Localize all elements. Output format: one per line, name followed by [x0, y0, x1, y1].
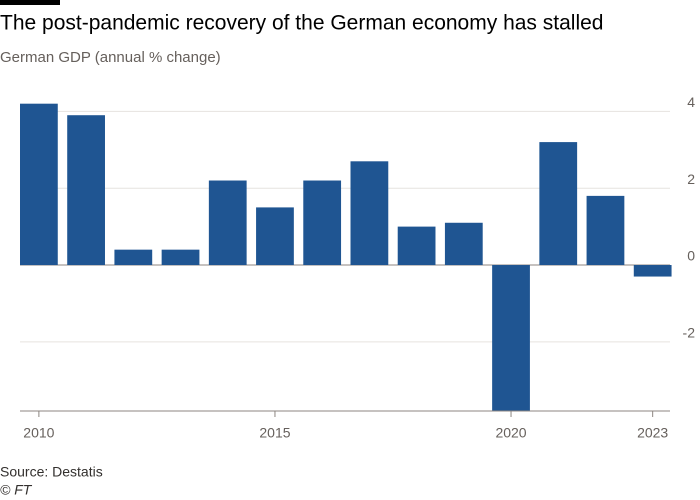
bar	[20, 103, 58, 266]
bar	[397, 226, 436, 266]
brand-strip	[0, 0, 60, 5]
bar	[586, 195, 625, 266]
y-tick-label: 4	[687, 94, 695, 110]
y-tick-label: 2	[687, 171, 695, 187]
y-tick-label: -2	[683, 325, 696, 341]
credit: © FT	[0, 482, 33, 498]
x-tick-label: 2010	[23, 425, 54, 441]
bar	[492, 265, 530, 411]
bar	[114, 249, 153, 266]
bar	[256, 207, 294, 266]
x-tick-label: 2015	[259, 425, 290, 441]
bar	[67, 115, 105, 266]
source: Source: Destatis	[0, 464, 103, 480]
chart-subtitle: German GDP (annual % change)	[0, 49, 221, 66]
x-tick-label: 2023	[637, 425, 668, 441]
bar	[539, 142, 578, 266]
bar	[208, 180, 247, 266]
y-tick-label: 0	[687, 248, 695, 264]
bar	[350, 161, 389, 266]
x-tick-label: 2020	[495, 425, 526, 441]
bar	[161, 249, 200, 266]
bar	[633, 265, 672, 277]
bar	[303, 180, 342, 266]
bar	[444, 222, 483, 266]
chart-title: The post-pandemic recovery of the German…	[0, 12, 603, 35]
